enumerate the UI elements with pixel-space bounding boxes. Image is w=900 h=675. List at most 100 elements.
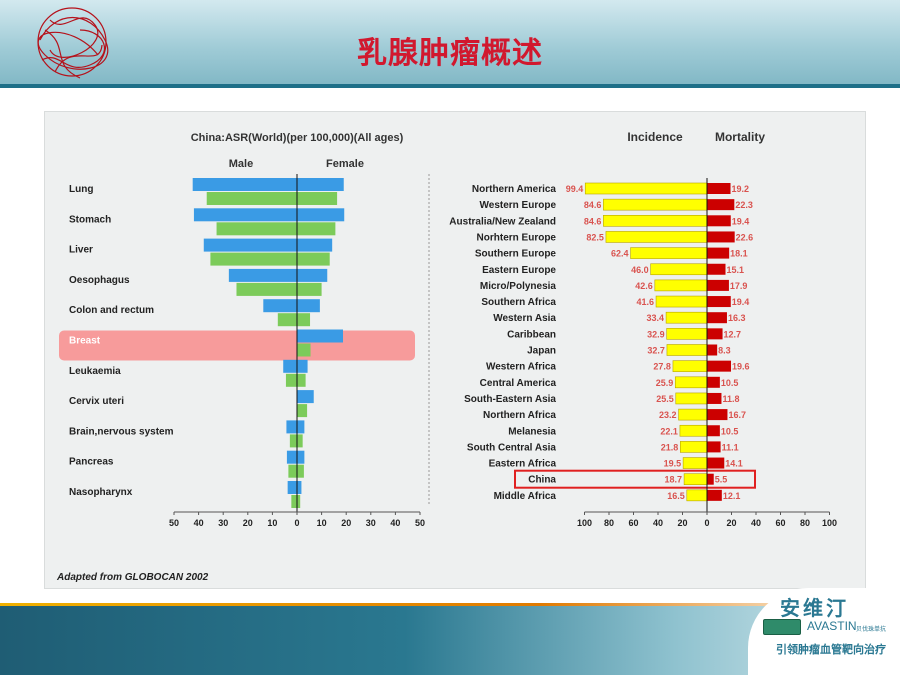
mortality-value-label: 10.5 (721, 378, 739, 388)
incidence-bar (679, 424, 708, 437)
female-incidence-bar (297, 178, 344, 191)
brand-name-en: AVASTIN (807, 619, 857, 633)
mortality-value-label: 19.2 (732, 184, 750, 194)
region-label: Northern Africa (483, 410, 556, 421)
male-incidence-bar (263, 299, 297, 313)
product-box-icon (763, 619, 801, 635)
x-tick-label: 50 (169, 518, 179, 528)
mortality-bar (707, 263, 726, 275)
incidence-value-label: 23.2 (659, 410, 677, 420)
mortality-bar (707, 409, 728, 421)
x-tick-label: 10 (317, 518, 327, 528)
incidence-value-label: 84.6 (584, 200, 602, 210)
mortality-value-label: 10.5 (721, 426, 739, 436)
x-tick-label: 30 (366, 518, 376, 528)
incidence-value-label: 25.5 (656, 394, 674, 404)
region-label: Melanesia (508, 426, 556, 437)
mortality-value-label: 22.3 (735, 200, 753, 210)
incidence-value-label: 32.9 (647, 329, 665, 339)
mortality-bar (707, 457, 725, 469)
incidence-value-label: 19.5 (664, 459, 682, 469)
female-label: Female (326, 158, 364, 170)
male-label: Male (229, 158, 253, 170)
category-label: Pancreas (69, 457, 114, 468)
x-tick-label: 100 (577, 518, 592, 528)
female-mortality-bar (297, 464, 304, 478)
mortality-bar (707, 231, 735, 243)
mortality-bar (707, 183, 731, 194)
brand-name-cn: 安维汀 (780, 596, 849, 620)
x-tick-label: 20 (726, 518, 736, 528)
mortality-value-label: 16.3 (728, 313, 746, 323)
region-label: Middle Africa (494, 491, 557, 502)
chart-canvas: China:ASR(World)(per 100,000)(All ages) … (56, 130, 837, 583)
incidence-value-label: 42.6 (635, 281, 653, 291)
mortality-value-label: 19.6 (732, 362, 750, 372)
brand-tagline: 引领肿瘤血管靶向治疗 (776, 643, 886, 656)
region-label: Central America (480, 378, 557, 389)
x-tick-label: 30 (218, 518, 228, 528)
mortality-bar (707, 473, 714, 485)
mortality-value-label: 19.4 (732, 216, 750, 226)
x-tick-label: 20 (677, 518, 687, 528)
female-mortality-bar (297, 343, 311, 357)
female-mortality-bar (297, 222, 336, 236)
mortality-value-label: 22.6 (736, 232, 754, 242)
region-label: South-Eastern Asia (464, 394, 556, 405)
male-incidence-bar (287, 481, 297, 494)
male-mortality-bar (288, 464, 297, 478)
incidence-value-label: 18.7 (665, 475, 683, 485)
incidence-value-label: 16.5 (667, 491, 685, 501)
female-incidence-bar (297, 390, 314, 404)
mortality-bar (707, 312, 727, 324)
mortality-bar (707, 425, 720, 437)
mortality-bar (707, 199, 735, 211)
category-label: Stomach (69, 214, 111, 225)
male-incidence-bar (192, 178, 297, 191)
male-incidence-bar (228, 268, 297, 282)
male-mortality-bar (289, 434, 297, 448)
male-incidence-bar (286, 450, 297, 464)
incidence-bar (682, 457, 708, 469)
incidence-value-label: 62.4 (611, 249, 629, 259)
male-incidence-bar (203, 238, 297, 252)
mortality-bar (707, 247, 730, 259)
header-stripe (0, 84, 900, 88)
incidence-bar (605, 231, 708, 243)
mortality-value-label: 5.5 (715, 475, 728, 485)
x-tick-label: 0 (704, 518, 709, 528)
region-label: Northern America (472, 184, 557, 195)
female-incidence-bar (297, 238, 333, 252)
incidence-bar (666, 344, 708, 356)
region-label: Western Africa (486, 362, 556, 373)
slide-title: 乳腺肿瘤概述 (357, 36, 543, 71)
region-label: Eastern Europe (482, 265, 556, 276)
incidence-bar (674, 376, 708, 389)
brand-name-sub: 贝伐珠单抗 (856, 626, 887, 633)
mortality-bar (707, 296, 731, 308)
mortality-value-label: 18.1 (730, 249, 748, 259)
female-incidence-bar (297, 268, 328, 282)
female-incidence-bar (297, 359, 308, 373)
region-label: Western Europe (480, 200, 557, 211)
category-label: Breast (69, 336, 101, 347)
mortality-bar (707, 328, 723, 340)
female-mortality-bar (297, 282, 322, 296)
incidence-value-label: 32.7 (647, 346, 665, 356)
female-mortality-bar (297, 192, 338, 205)
female-mortality-bar (297, 495, 301, 508)
incidence-value-label: 22.1 (660, 426, 678, 436)
male-mortality-bar (291, 495, 297, 508)
region-label: Japan (527, 346, 556, 357)
mortality-bar (707, 489, 722, 501)
category-label: Colon and rectum (69, 305, 154, 316)
incidence-bar (683, 473, 708, 486)
mortality-value-label: 12.7 (724, 329, 742, 339)
category-label: Leukaemia (69, 366, 121, 377)
region-label: China (528, 475, 556, 486)
incidence-value-label: 41.6 (637, 297, 655, 307)
incidence-value-label: 99.4 (566, 184, 584, 194)
mortality-value-label: 11.8 (722, 394, 739, 404)
mortality-value-label: 14.1 (725, 459, 743, 469)
female-incidence-bar (297, 481, 302, 494)
